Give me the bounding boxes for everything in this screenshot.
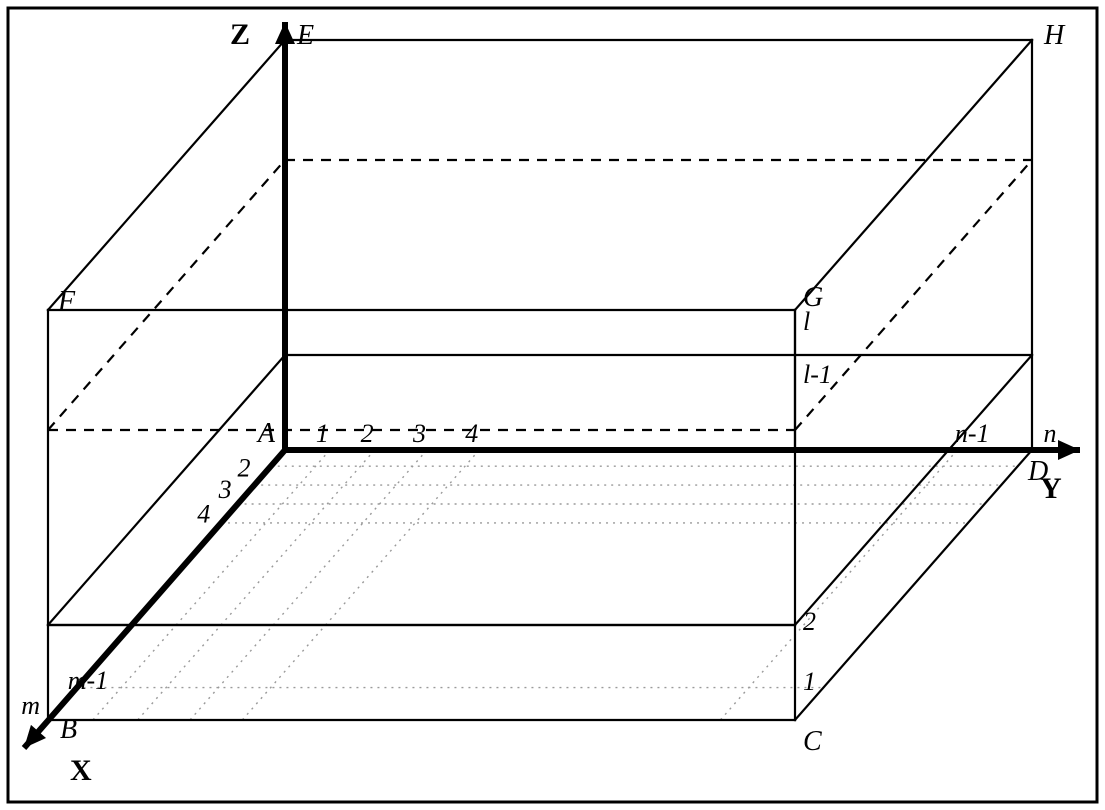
y-tick: 4 [465,419,478,448]
y-tick-n: n [1044,419,1057,448]
y-tick: 1 [316,419,329,448]
outer-border [8,8,1097,802]
vertex-label-f: F [57,286,76,317]
axis-label-z: Z [230,18,250,51]
z-tick-l-1: l-1 [803,360,832,389]
vertex-label-e: E [296,20,314,51]
vertex-label-b: B [60,714,77,745]
z-tick-l: l [803,307,810,336]
y-tick: 2 [361,419,374,448]
vertex-label-c: C [803,726,822,757]
z-tick-2: 2 [803,607,816,636]
x-tick-m-1: m-1 [68,666,108,695]
y-tick-n-1: n-1 [955,419,990,448]
x-tick: 4 [197,499,210,528]
z-tick-1: 1 [803,667,816,696]
x-tick-m: m [21,691,40,720]
vertex-label-a: A [256,418,276,449]
vertex-label-d: D [1027,456,1048,487]
vertex-label-h: H [1043,20,1066,51]
axis-label-x: X [70,754,92,787]
y-tick: 3 [412,419,426,448]
x-tick: 3 [218,475,232,504]
x-tick: 2 [238,453,251,482]
